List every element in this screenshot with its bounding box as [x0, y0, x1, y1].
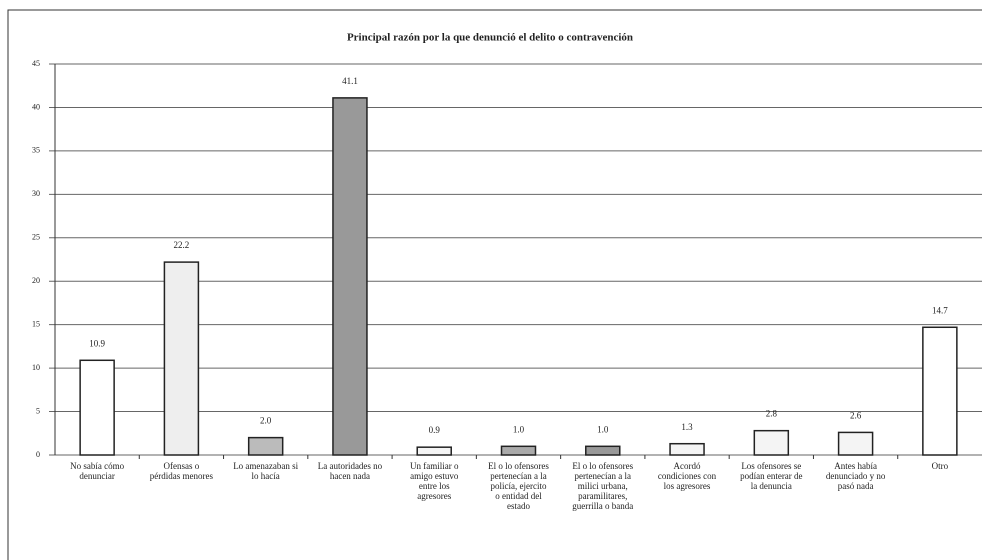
x-tick-label: Ofensas o pérdidas menores [150, 461, 214, 481]
x-tick-label: El o lo ofensores pertenecían a la policía… [488, 461, 549, 511]
value-label: 1.0 [513, 424, 525, 434]
value-label: 14.7 [932, 305, 948, 315]
value-label: 10.9 [89, 338, 105, 348]
bar [79, 359, 115, 456]
bar [669, 442, 705, 456]
x-tick-label: Los ofensores se podían enterar de la denu… [740, 461, 802, 491]
y-tick-label: 0 [36, 450, 40, 459]
bar [753, 429, 790, 456]
y-tick-label: 35 [32, 146, 40, 155]
value-label: 22.2 [174, 240, 190, 250]
bar [247, 436, 284, 456]
x-tick-label: Un familiar o amigo estuvo entre los agreso… [410, 461, 459, 501]
x-tick-label: El o lo ofensores pertenecían a la milici … [572, 461, 633, 511]
bar [837, 431, 874, 456]
y-tick-label: 30 [32, 189, 40, 198]
value-label: 41.1 [342, 76, 358, 86]
bar [332, 97, 368, 456]
x-tick-label: La autoridades no hacen nada [318, 461, 383, 481]
bar [163, 261, 200, 456]
y-tick-label: 25 [32, 233, 40, 242]
bar [500, 445, 537, 456]
value-label: 2.6 [850, 410, 862, 420]
bar [922, 326, 958, 456]
value-label: 0.9 [429, 425, 441, 435]
y-tick-label: 40 [32, 102, 40, 111]
y-tick-label: 10 [32, 363, 40, 372]
value-label: 2.0 [260, 416, 272, 426]
x-tick-label: No sabía cómo denunciar [70, 461, 124, 481]
bar [416, 446, 452, 456]
value-label: 1.0 [597, 424, 609, 434]
y-tick-label: 20 [32, 276, 40, 285]
value-label: 2.8 [766, 409, 778, 419]
value-label: 1.3 [681, 422, 693, 432]
x-tick-label: Acordó condiciones con los agresores [658, 461, 717, 491]
y-tick-label: 15 [32, 319, 40, 328]
chart-title: Principal razón por la que denunció el d… [347, 32, 633, 44]
y-tick-label: 5 [36, 406, 40, 415]
x-tick-label: Antes había denunciado y no pasó nada [826, 461, 886, 491]
bar [585, 445, 621, 456]
y-tick-label: 45 [32, 59, 40, 68]
x-tick-label: Otro [932, 461, 949, 471]
x-tick-label: Lo amenazaban si lo hacía [233, 461, 298, 481]
